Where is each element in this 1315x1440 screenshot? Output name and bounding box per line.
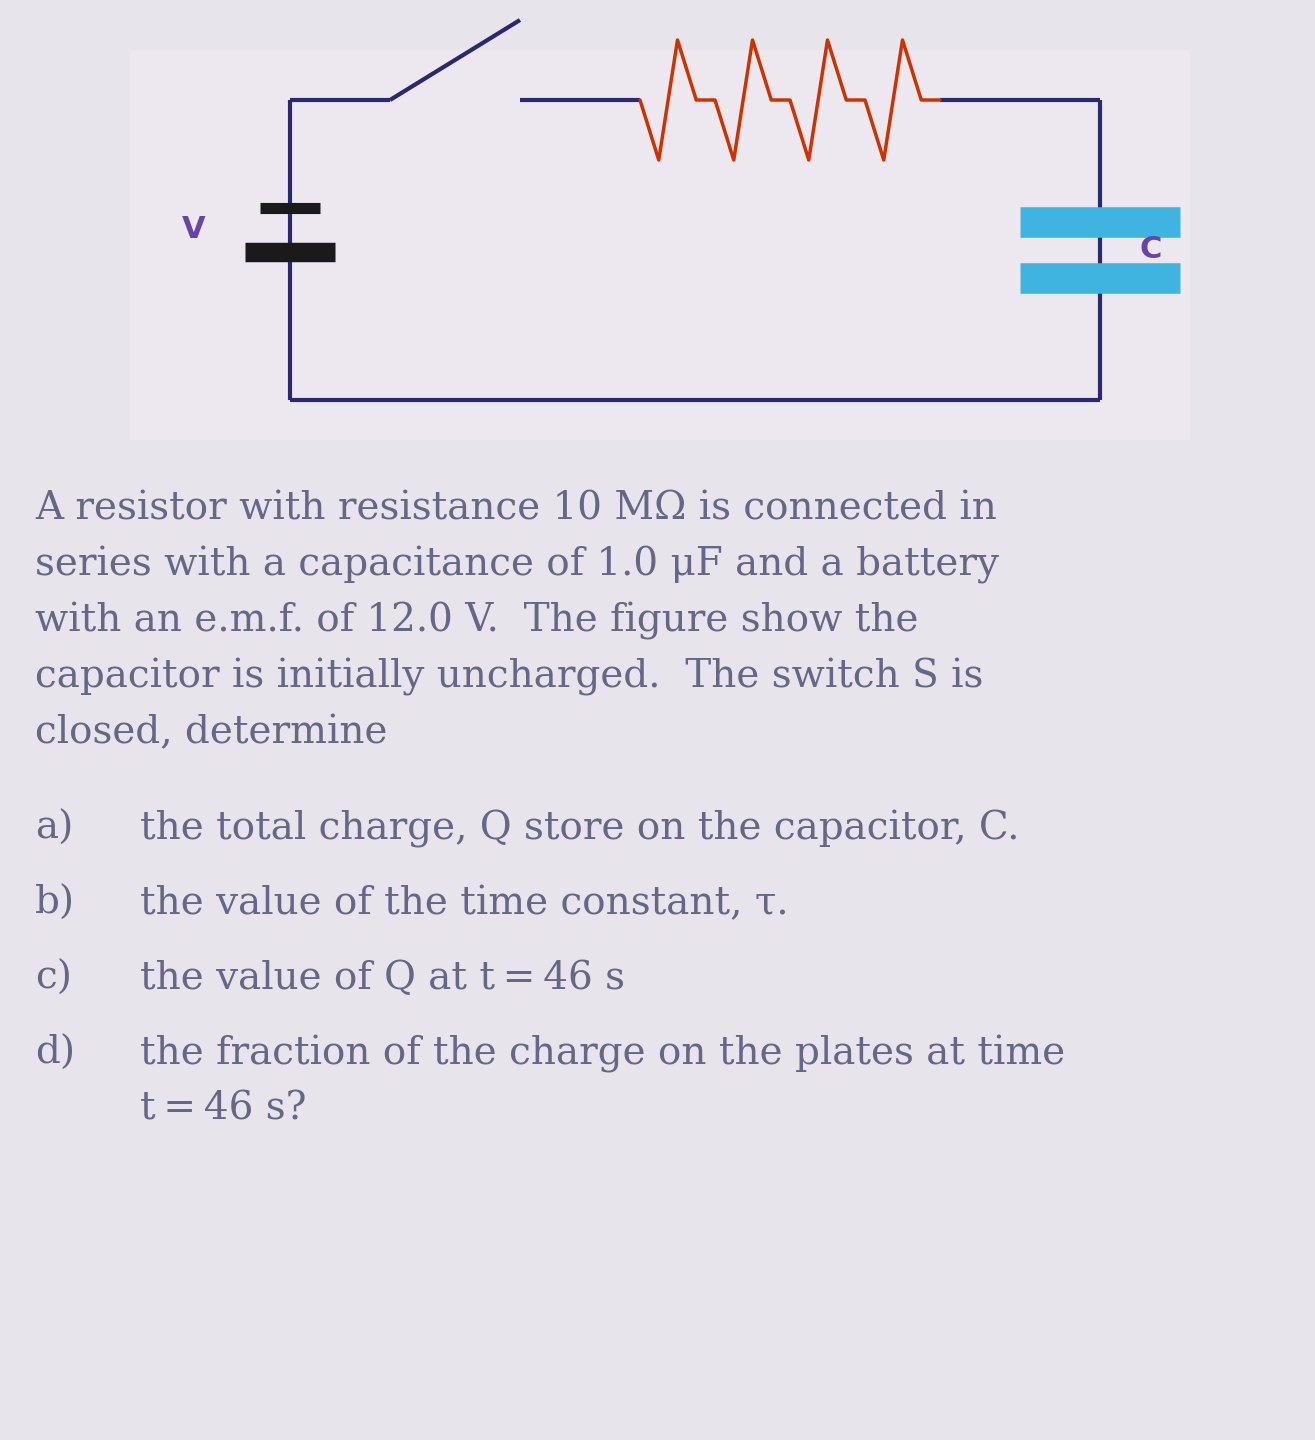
Text: the value of the time constant, τ.: the value of the time constant, τ. [139,886,789,922]
Text: t = 46 s?: t = 46 s? [139,1092,306,1128]
Text: the total charge, Q store on the capacitor, C.: the total charge, Q store on the capacit… [139,809,1019,848]
Text: R: R [778,0,802,4]
Text: A resistor with resistance 10 MΩ is connected in: A resistor with resistance 10 MΩ is conn… [36,490,997,527]
Text: d): d) [36,1035,75,1071]
Text: with an e.m.f. of 12.0 V.  The figure show the: with an e.m.f. of 12.0 V. The figure sho… [36,602,918,639]
Bar [130,50,1190,441]
Text: capacitor is initially uncharged.  The switch S is: capacitor is initially uncharged. The sw… [36,658,984,696]
Text: C: C [1140,236,1162,265]
Text: V: V [181,216,205,245]
Text: b): b) [36,886,75,922]
Text: S: S [370,0,391,4]
Text: closed, determine: closed, determine [36,714,388,752]
Text: the value of Q at t = 46 s: the value of Q at t = 46 s [139,960,625,996]
Text: the fraction of the charge on the plates at time: the fraction of the charge on the plates… [139,1035,1065,1073]
Text: series with a capacitance of 1.0 μF and a battery: series with a capacitance of 1.0 μF and … [36,546,999,585]
Text: a): a) [36,809,74,847]
Text: c): c) [36,960,72,996]
